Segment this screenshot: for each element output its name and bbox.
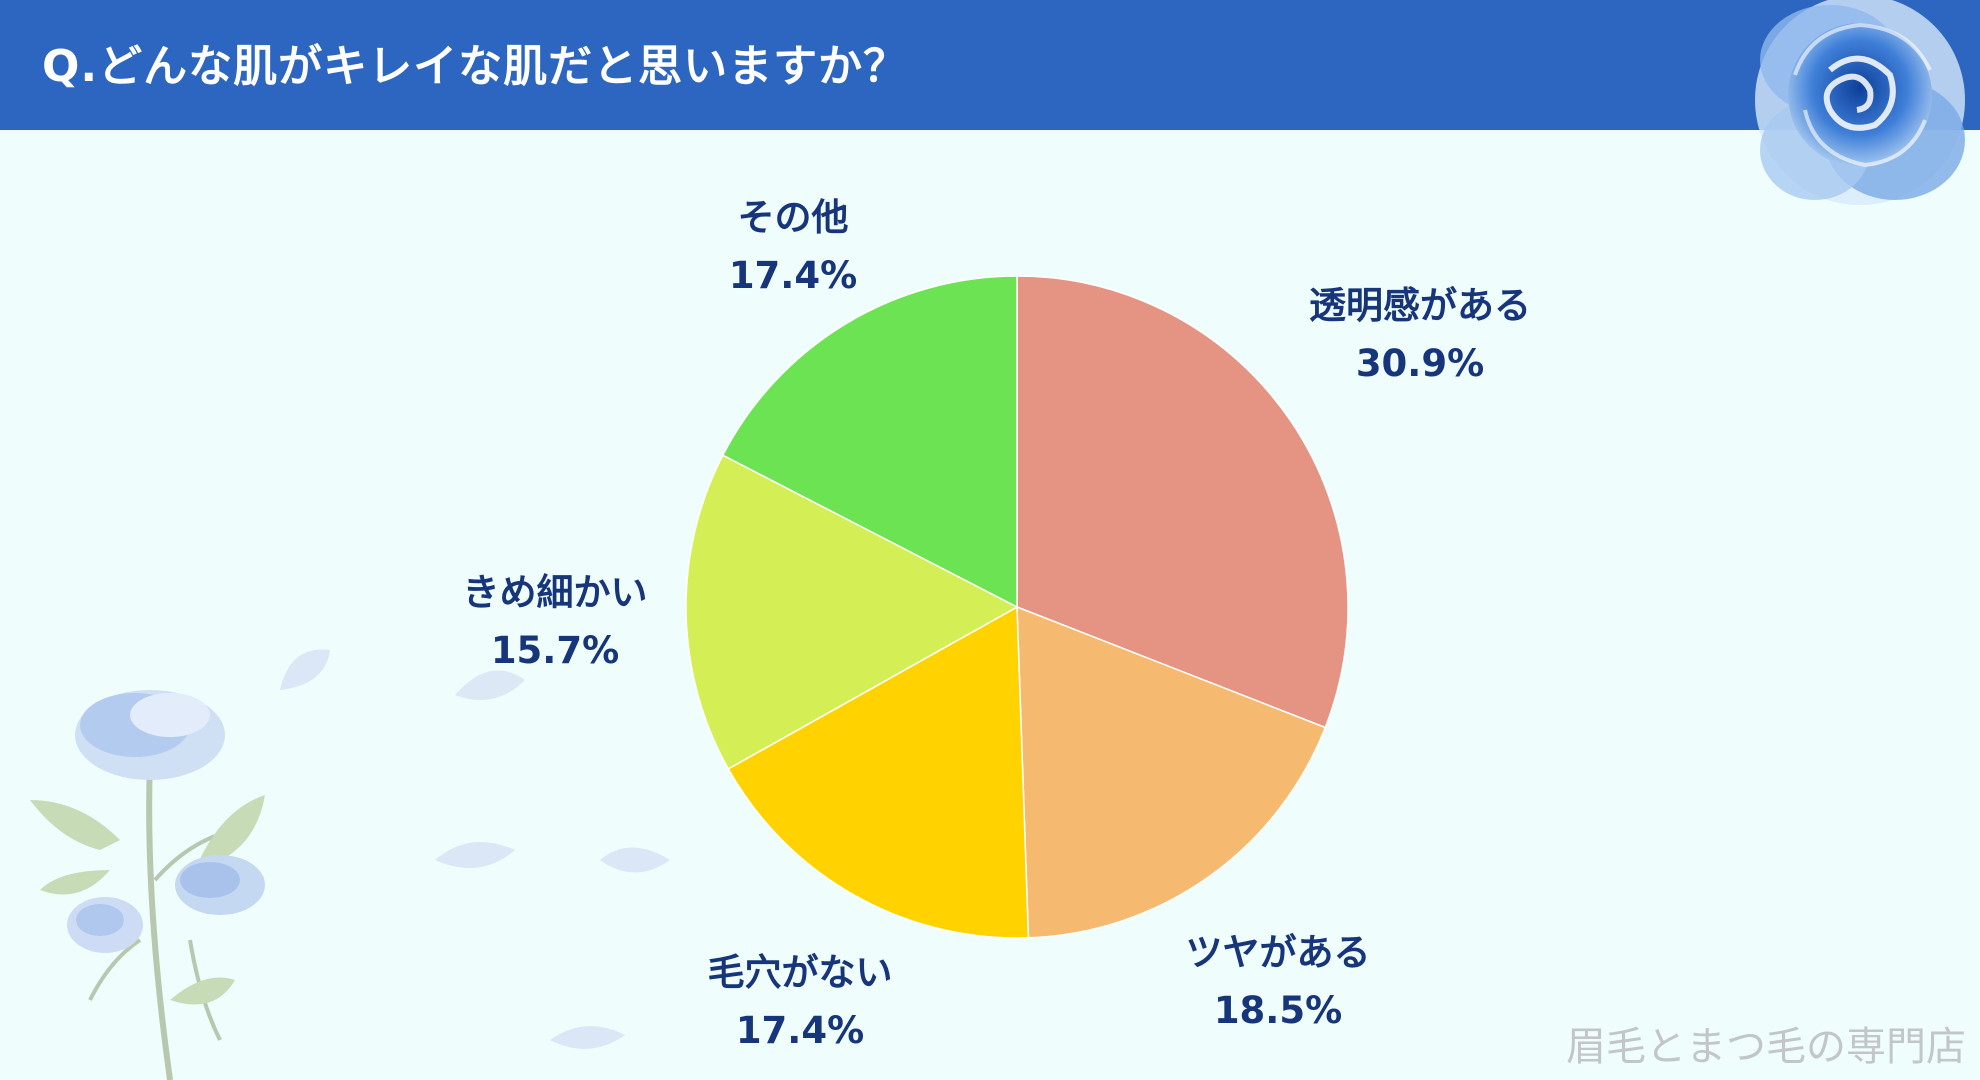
slice-label: 透明感がある (1309, 284, 1531, 327)
petal-icon (435, 842, 515, 868)
blue-rose-icon (1755, 0, 1965, 205)
header-bar: Q.どんな肌がキレイな肌だと思いますか？ (0, 0, 1980, 130)
slice-value-label: 15.7% (491, 629, 619, 672)
watermark-text: 眉毛とまつ毛の専門店 (1566, 1024, 1966, 1070)
slice-label: その他 (738, 196, 849, 239)
slice-value-label: 30.9% (1356, 342, 1484, 385)
pie-slice (1016, 605, 1327, 939)
slice-value-label: 17.4% (736, 1009, 864, 1052)
pie-slice (727, 605, 1030, 939)
slice-value-label: 17.4% (729, 254, 857, 297)
pie-labels: 透明感がある 30.9% ツヤがある 18.5% 毛穴がない 17.4% きめ細かい 15.7… (463, 196, 1532, 1052)
petal-icon (455, 670, 525, 700)
slice-value-label: 18.5% (1214, 989, 1342, 1032)
pie-slice (1016, 275, 1349, 729)
slice-label: きめ細かい (463, 571, 648, 614)
page-title: Q.どんな肌がキレイな肌だと思いますか？ (42, 41, 909, 92)
slice-label: ツヤがある (1186, 931, 1371, 974)
blue-rose-branch-icon (30, 690, 265, 1080)
petal-icon (280, 649, 330, 690)
petal-icon (550, 1026, 625, 1049)
pie-slice (721, 275, 1018, 609)
slice-label: 毛穴がない (708, 951, 893, 994)
petal-icon (600, 847, 670, 873)
pie-slice (685, 454, 1019, 770)
pie-slices (685, 275, 1349, 939)
